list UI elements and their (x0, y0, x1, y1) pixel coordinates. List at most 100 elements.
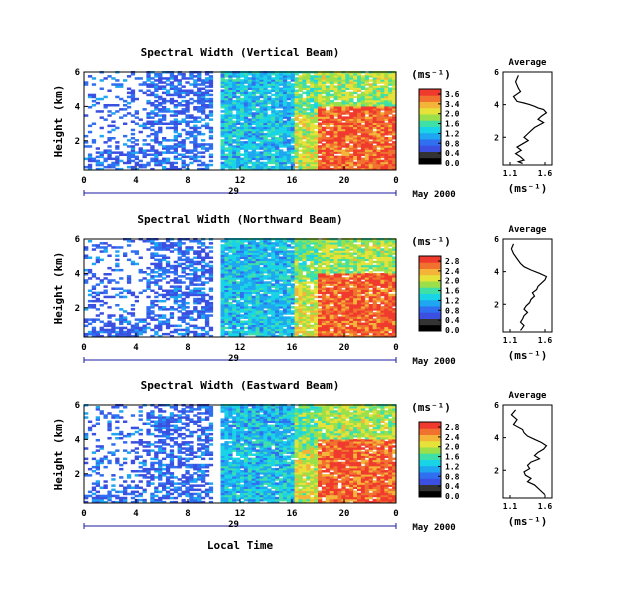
heatmap-cell (275, 83, 280, 86)
heatmap-cell (224, 322, 229, 326)
heatmap-cell (259, 145, 264, 148)
heatmap-cell (134, 326, 139, 330)
heatmap-cell (99, 153, 104, 156)
heatmap-cell (243, 126, 249, 130)
heatmap-cell (169, 246, 175, 249)
heatmap-cell (243, 99, 249, 103)
heatmap-cell (197, 116, 202, 119)
heatmap-cell (251, 85, 256, 88)
heatmap-cell (279, 124, 284, 128)
heatmap-cell (154, 75, 159, 78)
heatmap-cell (177, 134, 182, 138)
heatmap-cell (364, 91, 370, 95)
heatmap-cell (321, 277, 327, 280)
heatmap-cell (134, 110, 139, 113)
heatmap-cell (134, 250, 139, 253)
heatmap-cell (318, 271, 323, 274)
heatmap-cell (275, 326, 280, 330)
heatmap-cell (204, 104, 210, 107)
heatmap-cell (150, 112, 155, 115)
heatmap-cell (368, 161, 373, 165)
heatmap-cell (290, 291, 295, 295)
heatmap-cell (388, 124, 393, 128)
heatmap-cell (267, 240, 272, 243)
heatmap-cell (321, 273, 327, 276)
heatmap-cell (302, 79, 307, 82)
heatmap-cell (243, 132, 249, 136)
heatmap-cell (154, 132, 159, 136)
heatmap-cell (107, 330, 112, 334)
heatmap-cell (99, 151, 104, 154)
heatmap-cell (275, 87, 280, 90)
heatmap-cell (263, 108, 268, 111)
heatmap-cell (220, 104, 225, 107)
heatmap-cell (271, 304, 276, 307)
heatmap-cell (255, 126, 260, 130)
heatmap-cell (236, 101, 241, 105)
heatmap-cell (271, 79, 276, 82)
heatmap-cell (286, 149, 292, 152)
heatmap-cell (286, 254, 292, 257)
heatmap-cell (392, 110, 397, 113)
heatmap-cell (341, 252, 346, 255)
heatmap-cell (177, 101, 182, 105)
heatmap-cell (388, 155, 393, 159)
heatmap-cell (329, 101, 334, 105)
heatmap-cell (357, 126, 362, 130)
heatmap-cell (232, 260, 237, 264)
heatmap-cell (255, 118, 260, 121)
heatmap-cell (228, 145, 233, 148)
heatmap-cell (321, 297, 327, 301)
heatmap-cell (201, 163, 206, 167)
heatmap-cell (286, 114, 292, 117)
heatmap-cell (111, 124, 116, 128)
heatmap-cell (185, 130, 190, 134)
heatmap-cell (142, 151, 147, 154)
heatmap-cell (185, 124, 190, 128)
heatmap-cell (162, 151, 167, 154)
heatmap-cell (154, 244, 159, 247)
heatmap-cell (107, 149, 112, 152)
heatmap-cell (341, 248, 346, 251)
heatmap-cell (282, 163, 288, 167)
heatmap-cell (286, 143, 292, 146)
heatmap-cell (341, 75, 346, 78)
heatmap-cell (185, 110, 190, 113)
heatmap-cell (310, 320, 315, 323)
heatmap-cell (275, 151, 280, 154)
heatmap-cell (298, 159, 303, 163)
heatmap-cell (255, 314, 260, 317)
heatmap-cell (314, 163, 319, 167)
heatmap-cell (267, 324, 272, 328)
heatmap-cell (310, 143, 315, 146)
heatmap-cell (364, 87, 370, 90)
heatmap-cell (193, 299, 198, 303)
heatmap-cell (372, 106, 377, 109)
heatmap-cell (162, 273, 167, 276)
heatmap-cell (372, 101, 377, 105)
heatmap-cell (310, 266, 315, 270)
heatmap-cell (236, 324, 241, 328)
heatmap-cell (349, 271, 354, 274)
heatmap-cell (255, 258, 260, 262)
heatmap-cell (286, 91, 292, 95)
heatmap-cell (224, 91, 229, 95)
heatmap-cell (314, 132, 319, 136)
heatmap-cell (360, 161, 366, 165)
heatmap-cell (91, 141, 97, 144)
heatmap-cell (263, 163, 268, 167)
heatmap-cell (259, 285, 264, 288)
heatmap-cell (224, 320, 229, 323)
heatmap-cell (236, 242, 241, 245)
heatmap-cell (333, 312, 338, 315)
heatmap-cell (95, 299, 100, 303)
heatmap-cell (185, 256, 190, 259)
heatmap-cell (314, 314, 319, 317)
heatmap-cell (325, 330, 331, 334)
heatmap-cell (325, 254, 331, 257)
heatmap-cell (275, 95, 280, 99)
heatmap-cell (329, 287, 334, 290)
heatmap-cell (228, 304, 233, 307)
heatmap-cell (228, 310, 233, 313)
y-tick-label: 2 (75, 137, 80, 147)
